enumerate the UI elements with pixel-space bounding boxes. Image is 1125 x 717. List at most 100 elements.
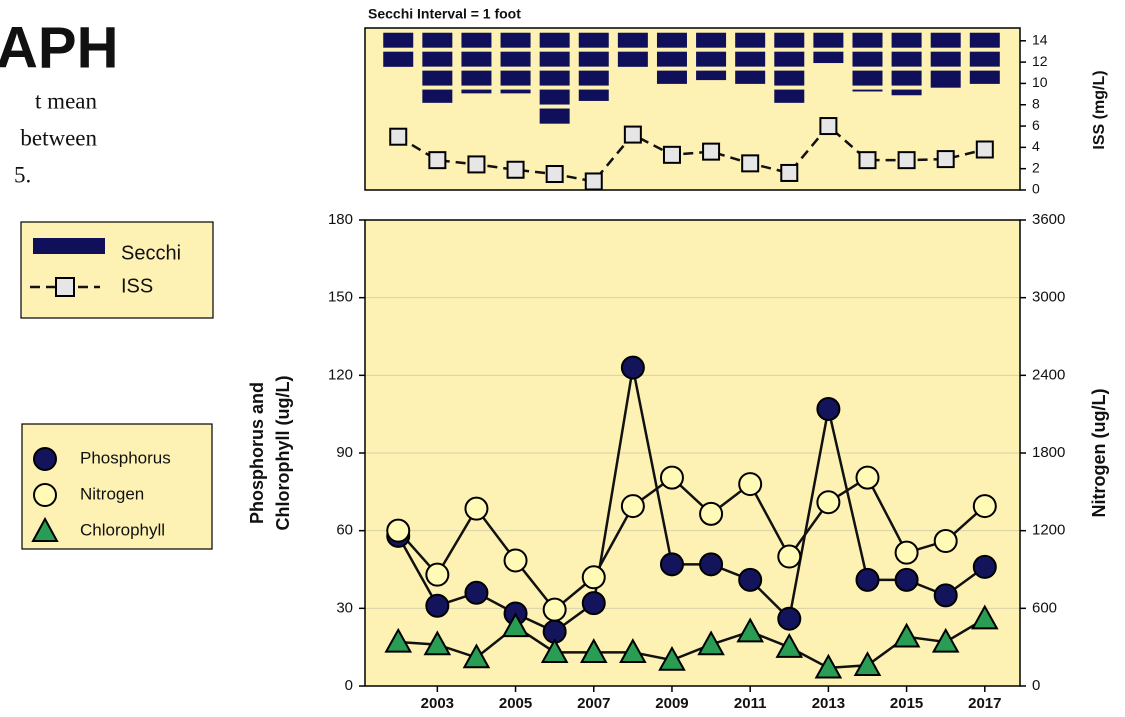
point xyxy=(658,645,686,671)
legend-swatch xyxy=(33,238,105,254)
point xyxy=(425,562,450,587)
point xyxy=(389,127,408,146)
legend-label: Secchi xyxy=(121,242,181,264)
secchi-block xyxy=(735,51,766,67)
secchi-block xyxy=(539,108,570,124)
point xyxy=(581,591,606,616)
secchi-block xyxy=(696,32,727,48)
secchi-block xyxy=(383,51,414,67)
secchi-block xyxy=(500,89,531,94)
secchi-block xyxy=(578,51,609,67)
secchi-block xyxy=(383,32,414,48)
secchi-block xyxy=(422,70,453,86)
point xyxy=(659,465,684,490)
point xyxy=(738,567,763,592)
x-tick-label: 2015 xyxy=(890,695,923,712)
secchi-block xyxy=(656,32,687,48)
point xyxy=(542,597,567,622)
point xyxy=(503,548,528,573)
secchi-block xyxy=(500,51,531,67)
secchi-block xyxy=(813,32,844,48)
y2-tick-label: 10 xyxy=(1032,74,1048,90)
secchi-block xyxy=(461,70,492,86)
y2-tick-label: 1800 xyxy=(1032,444,1065,461)
secchi-block xyxy=(891,32,922,48)
secchi-block xyxy=(422,32,453,48)
legend-label: ISS xyxy=(121,275,153,297)
secchi-block xyxy=(696,70,727,81)
secchi-block xyxy=(852,51,883,67)
point xyxy=(464,580,489,605)
secchi-block xyxy=(422,51,453,67)
y2-tick-label: 3000 xyxy=(1032,289,1065,306)
point xyxy=(423,630,452,656)
secchi-block xyxy=(852,32,883,48)
point xyxy=(775,633,804,658)
point xyxy=(462,643,491,669)
y2-tick-label: 2 xyxy=(1032,159,1040,175)
secchi-block xyxy=(539,70,570,86)
point xyxy=(814,653,843,679)
secchi-block xyxy=(656,51,687,67)
point xyxy=(425,593,450,618)
point xyxy=(623,125,642,144)
point xyxy=(972,494,997,519)
y-tick-label: 150 xyxy=(328,289,353,306)
point xyxy=(933,583,958,608)
y2-tick-label: 1200 xyxy=(1032,522,1065,539)
point xyxy=(428,151,447,170)
y2-tick-label: 4 xyxy=(1032,138,1040,154)
legend-label: Phosphorus xyxy=(80,448,171,467)
y2-tick-label: 14 xyxy=(1032,31,1048,47)
secchi-block xyxy=(539,32,570,48)
point xyxy=(579,638,608,664)
series-line xyxy=(397,367,986,634)
point xyxy=(662,145,681,164)
series-line xyxy=(398,617,986,670)
y-tick-label: 180 xyxy=(328,211,353,228)
secchi-block xyxy=(813,51,844,64)
legend-swatch xyxy=(33,483,57,507)
point xyxy=(736,617,764,643)
y2-tick-label: 6 xyxy=(1032,117,1040,133)
secchi-block xyxy=(617,51,648,67)
legend-label: Chlorophyll xyxy=(80,520,165,539)
point xyxy=(777,544,802,569)
point xyxy=(933,529,958,554)
point xyxy=(501,612,530,638)
point xyxy=(972,554,997,579)
y2-tick-label: 2400 xyxy=(1032,366,1065,383)
secchi-block xyxy=(969,32,1000,48)
secchi-block xyxy=(500,32,531,48)
x-tick-label: 2009 xyxy=(655,695,688,712)
point xyxy=(855,567,880,592)
heading: APH xyxy=(0,15,118,80)
secchi-block xyxy=(891,70,922,86)
legend-swatch xyxy=(55,277,75,297)
point xyxy=(816,396,841,421)
series-line xyxy=(397,124,986,183)
point xyxy=(819,117,838,136)
point xyxy=(897,151,916,170)
point xyxy=(697,630,725,656)
y-tick-label: 0 xyxy=(345,677,353,694)
secchi-block xyxy=(774,89,805,103)
secchi-block xyxy=(578,70,609,86)
point xyxy=(620,494,645,519)
legend-swatch xyxy=(31,516,59,542)
x-tick-label: 2017 xyxy=(968,695,1001,712)
y-tick-label: 30 xyxy=(336,599,353,616)
secchi-block xyxy=(930,32,961,48)
y-tick-label: 90 xyxy=(336,444,353,461)
plot-frame xyxy=(364,219,1021,687)
secchi-block xyxy=(539,89,570,105)
point xyxy=(619,638,647,664)
point xyxy=(858,151,877,170)
secchi-block xyxy=(696,51,727,67)
point xyxy=(853,651,882,676)
point xyxy=(384,627,413,653)
secchi-block xyxy=(930,70,961,88)
point xyxy=(894,540,919,565)
secchi-block xyxy=(539,51,570,67)
